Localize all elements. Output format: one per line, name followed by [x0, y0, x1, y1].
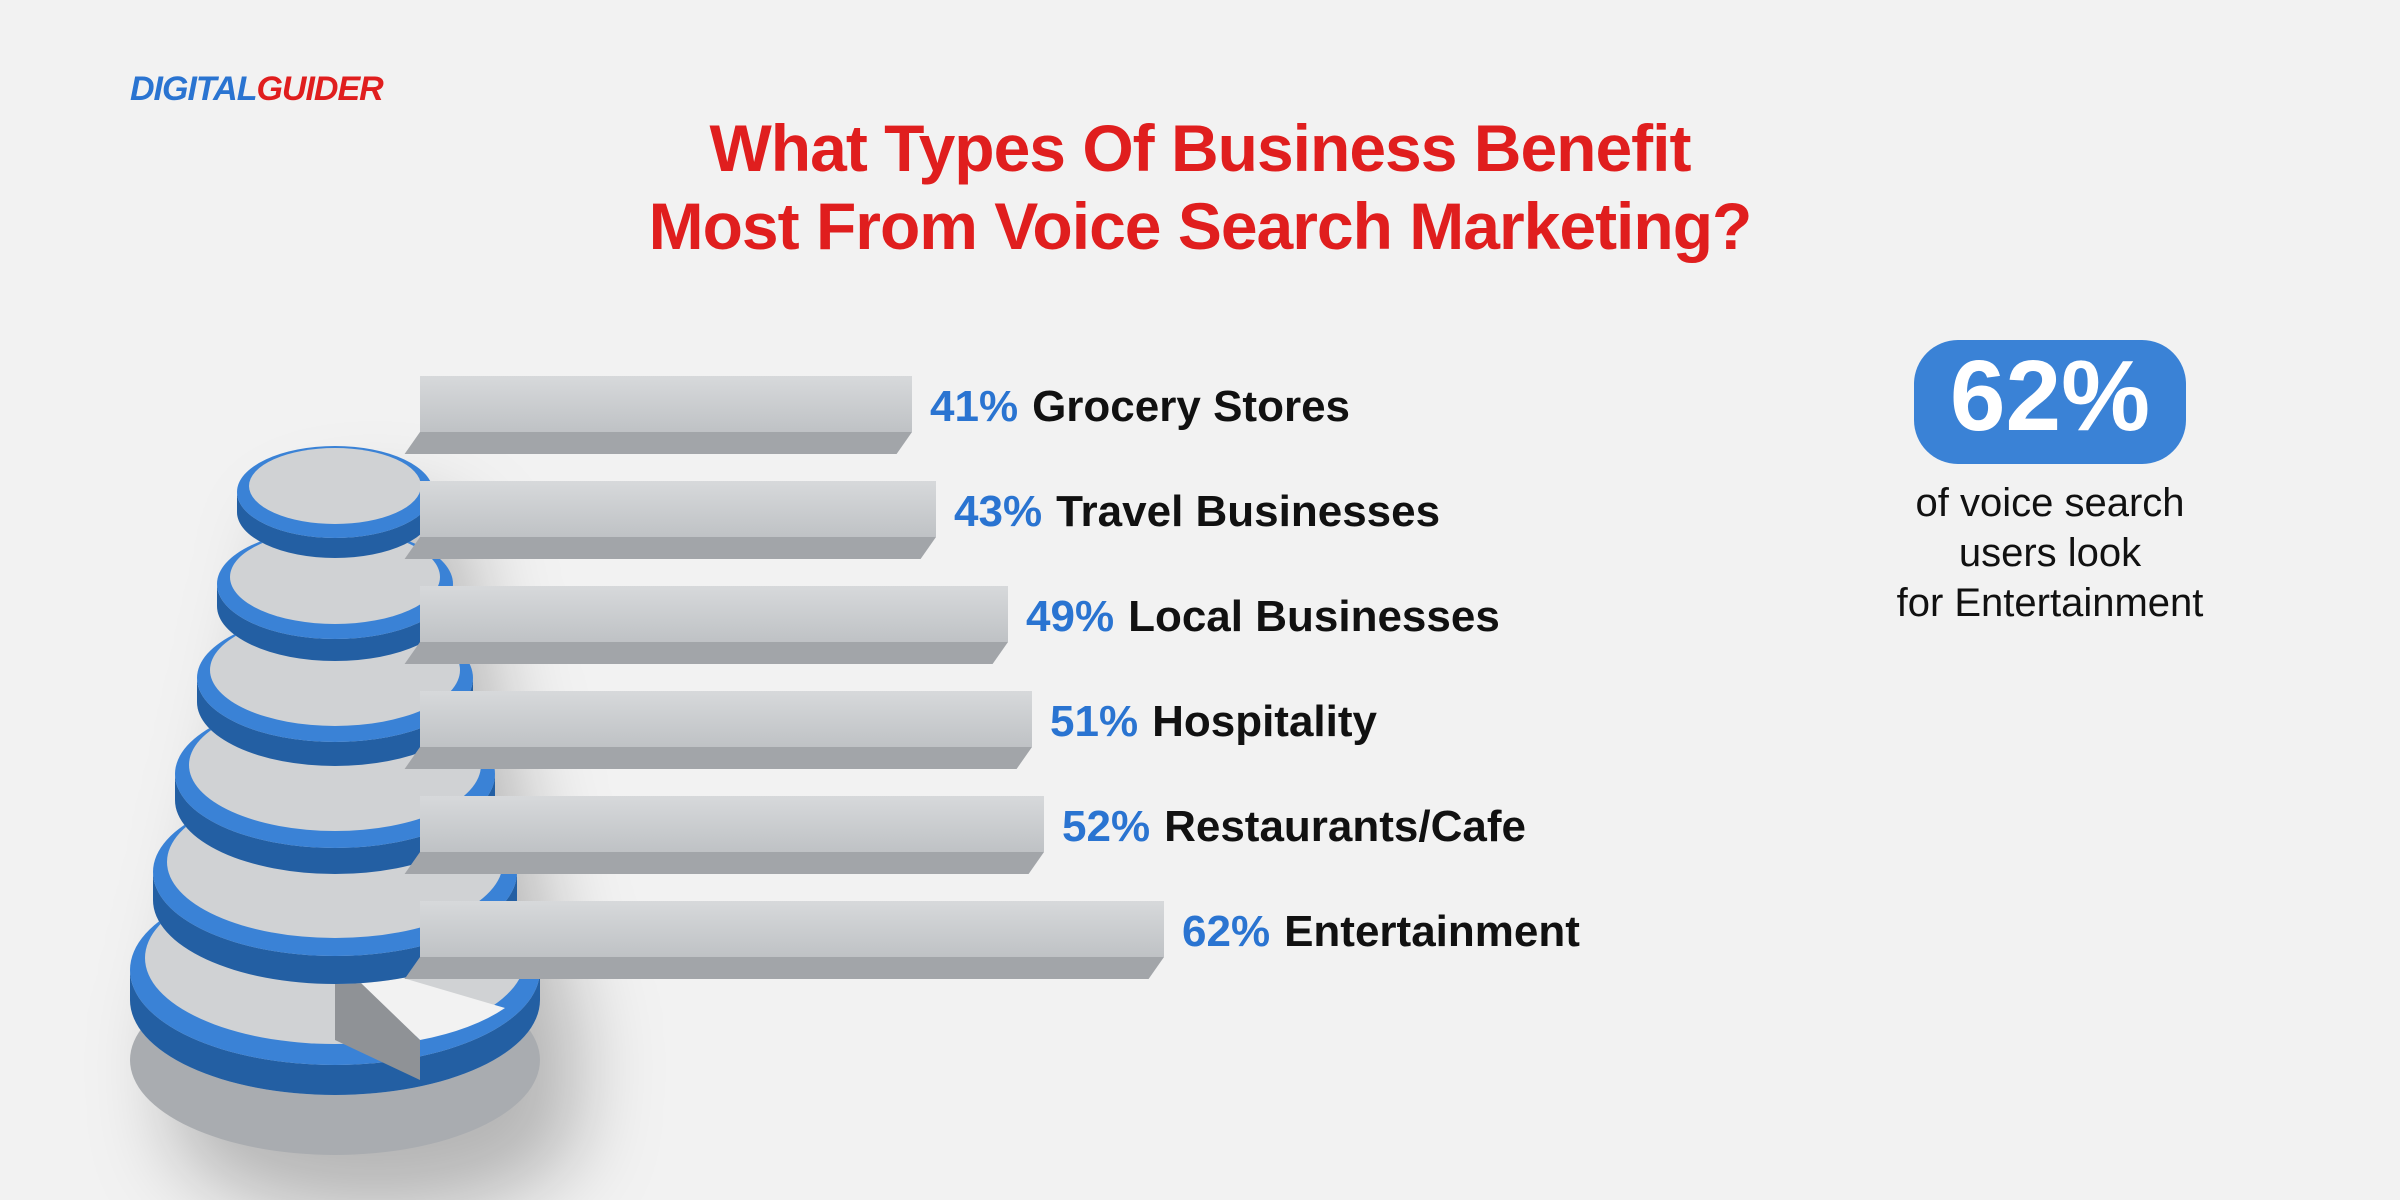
callout-value: 62% — [1914, 340, 2186, 464]
bar-label: 52% Restaurants/Cafe — [1062, 802, 1526, 852]
title-line1: What Types Of Business Benefit — [0, 110, 2400, 188]
bar-face — [405, 852, 1044, 874]
bar-face — [405, 957, 1164, 979]
bar-pct: 62% — [1182, 907, 1270, 956]
bar-name: Local Businesses — [1128, 592, 1500, 641]
bar-label: 62% Entertainment — [1182, 907, 1580, 957]
bar-body — [420, 901, 1164, 957]
logo: DIGITALGUIDER — [130, 70, 383, 109]
bar-face — [405, 432, 912, 454]
bar-name: Grocery Stores — [1032, 382, 1350, 431]
bar-pct: 41% — [930, 382, 1018, 431]
bar-pct: 49% — [1026, 592, 1114, 641]
bar-pct: 51% — [1050, 697, 1138, 746]
bar-body — [420, 481, 936, 537]
bar-label: 43% Travel Businesses — [954, 487, 1440, 537]
bar-body — [420, 691, 1032, 747]
bar-name: Restaurants/Cafe — [1164, 802, 1526, 851]
bar-label: 41% Grocery Stores — [930, 382, 1350, 432]
bar-face — [405, 537, 936, 559]
logo-part2: GUIDER — [256, 70, 382, 108]
bar-name: Travel Businesses — [1056, 487, 1440, 536]
bar-name: Entertainment — [1284, 907, 1580, 956]
bar-body — [420, 376, 912, 432]
chart: 41% Grocery Stores 43% Travel Businesses 4… — [120, 340, 1720, 1160]
bar-label: 49% Local Businesses — [1026, 592, 1500, 642]
bar-face — [405, 747, 1032, 769]
bar-pct: 52% — [1062, 802, 1150, 851]
bar-body — [420, 796, 1044, 852]
bar-name: Hospitality — [1152, 697, 1377, 746]
logo-part1: DIGITAL — [130, 70, 256, 108]
callout: 62% of voice search users look for Enter… — [1840, 340, 2260, 628]
title-line2: Most From Voice Search Marketing? — [0, 188, 2400, 266]
bar-pct: 43% — [954, 487, 1042, 536]
bar-body — [420, 586, 1008, 642]
bar-face — [405, 642, 1008, 664]
page-title: What Types Of Business Benefit Most From… — [0, 110, 2400, 266]
bar-label: 51% Hospitality — [1050, 697, 1377, 747]
callout-text: of voice search users look for Entertain… — [1840, 478, 2260, 628]
